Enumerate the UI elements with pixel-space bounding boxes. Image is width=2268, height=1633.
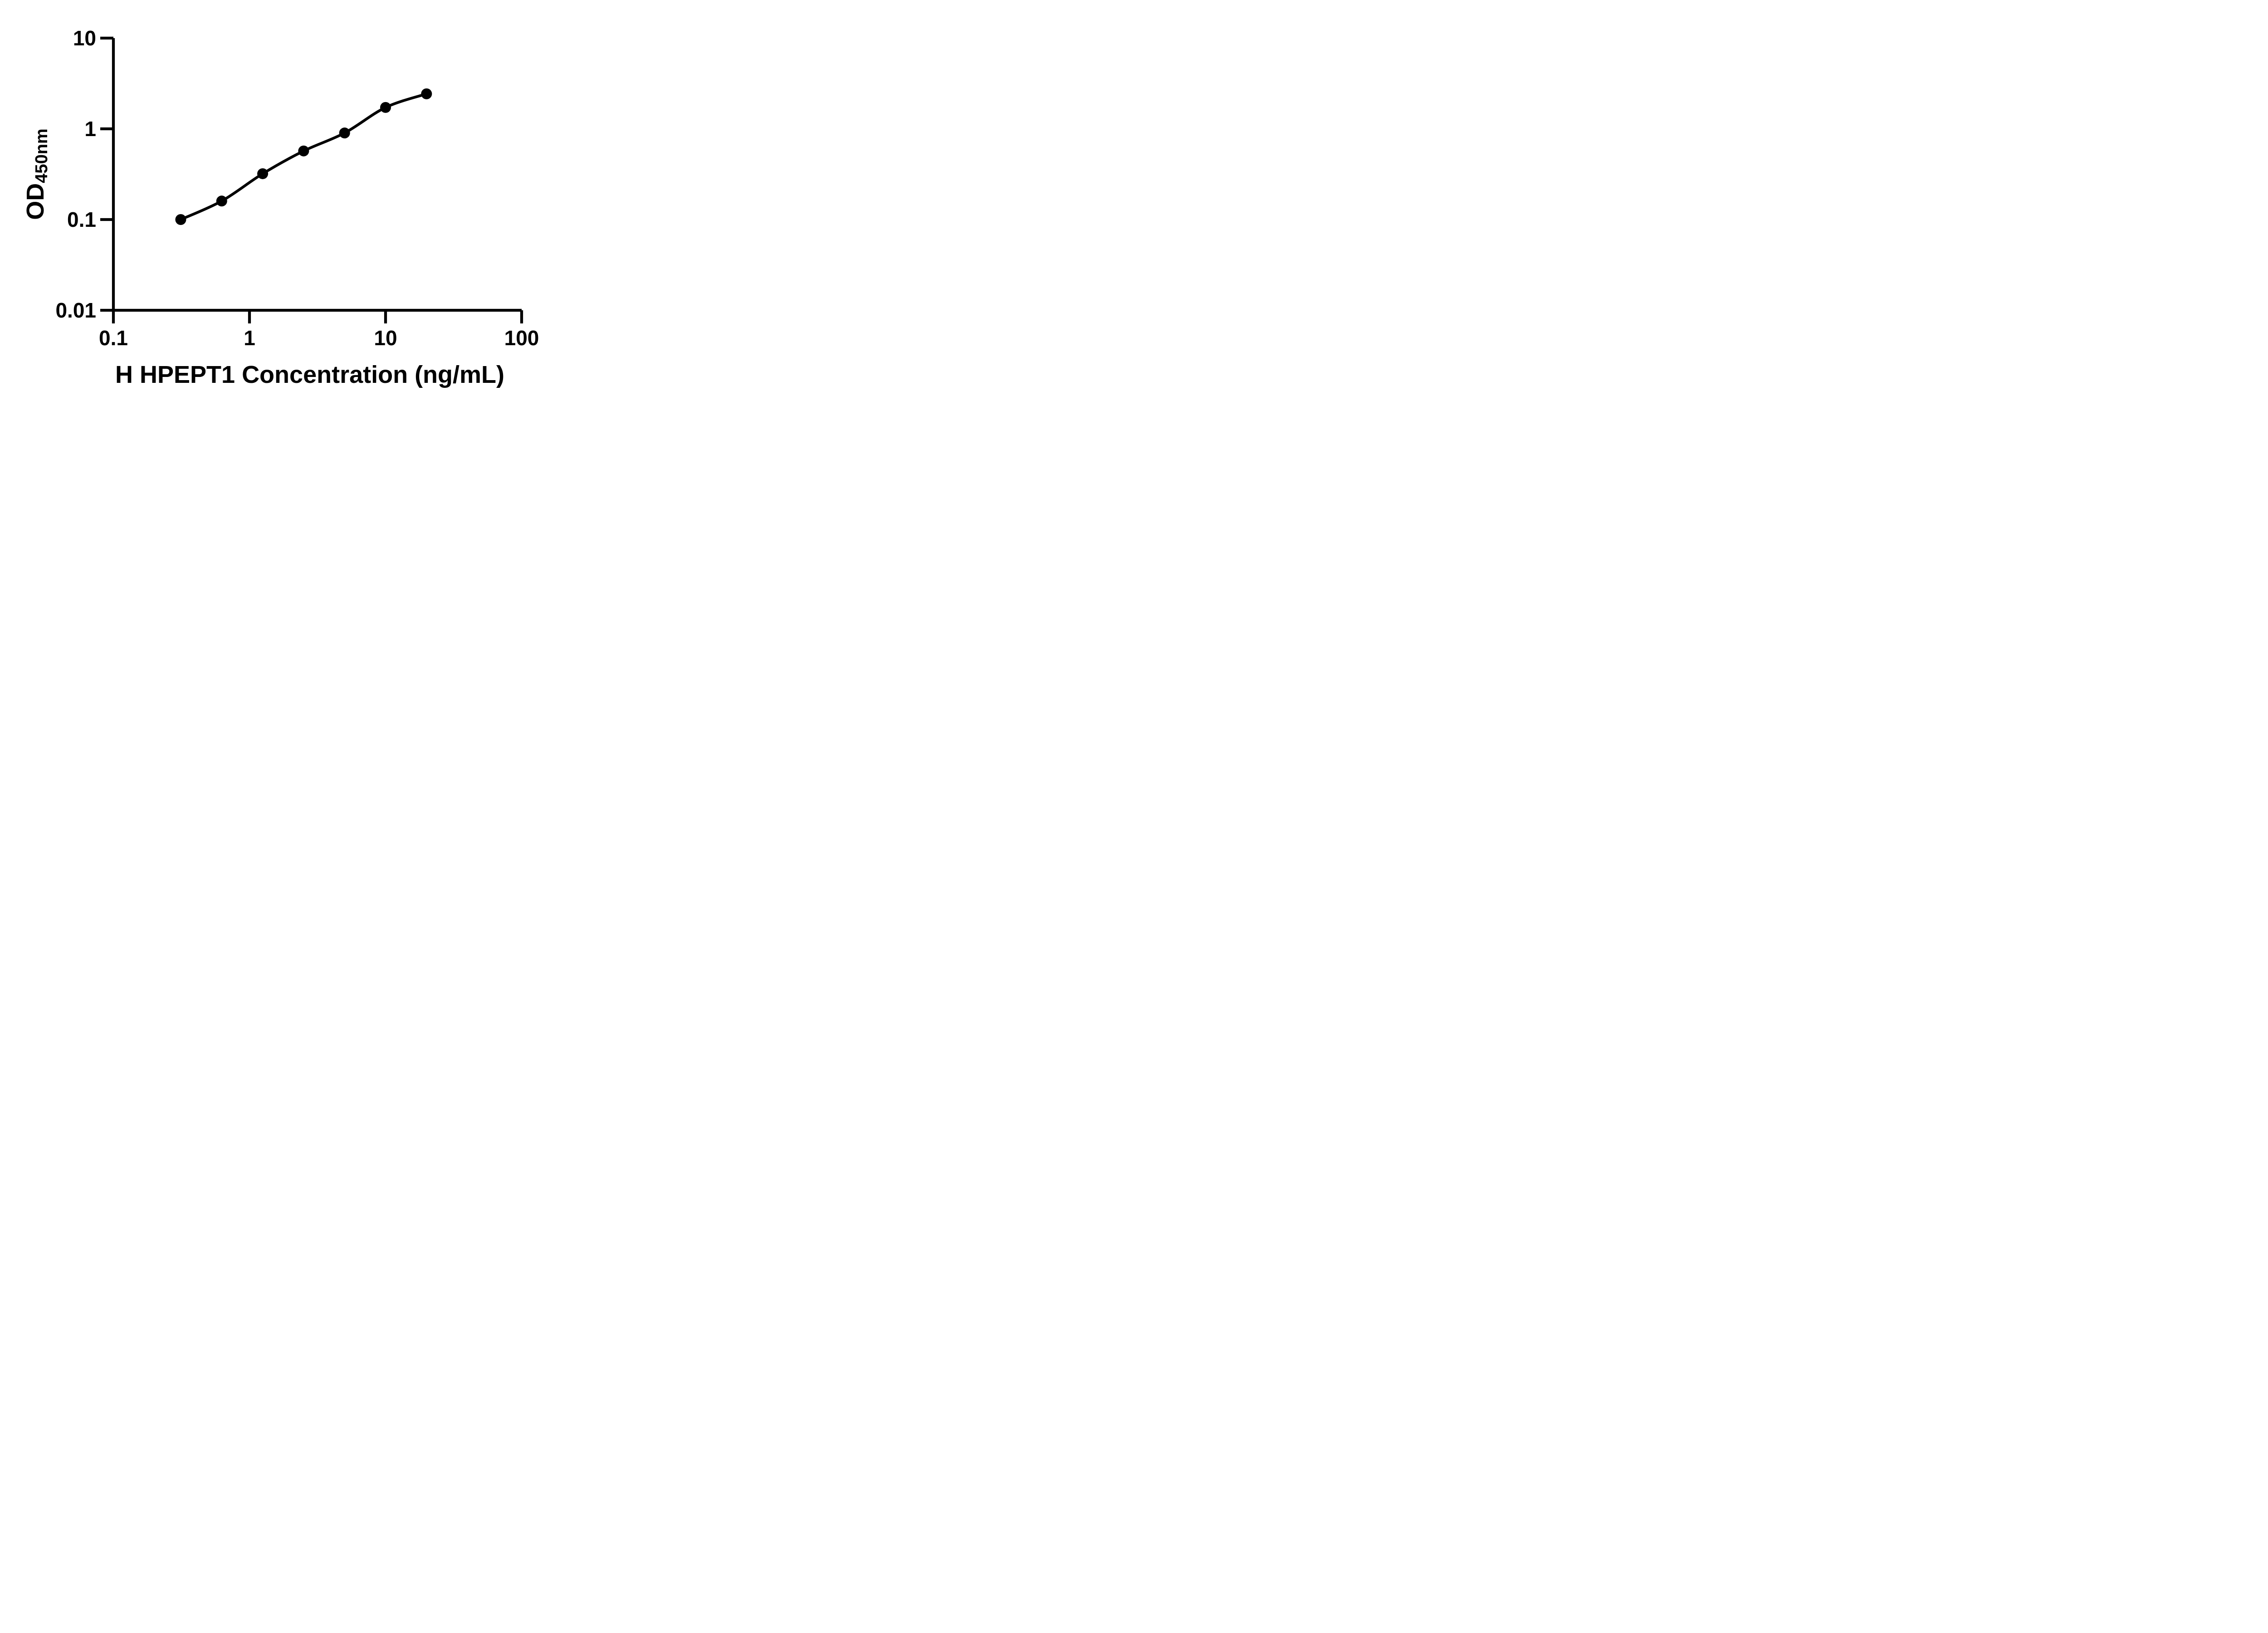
x-tick-label: 0.1 (99, 326, 128, 350)
x-tick-label: 100 (504, 326, 539, 350)
data-point-marker (339, 127, 350, 139)
elisa-standard-curve-figure: 0.01 0.1 1 10 0.1 1 10 100 OD450nm H HPEPT1 Con… (0, 0, 583, 408)
y-tick-label: 10 (73, 26, 96, 50)
y-tick-label: 0.1 (67, 208, 96, 231)
y-axis-title-main: OD (22, 183, 49, 220)
data-point-marker (421, 88, 432, 99)
data-point-marker (216, 196, 227, 207)
y-axis-title: OD450nm (22, 128, 52, 220)
x-axis-title: H HPEPT1 Concentration (ng/mL) (115, 361, 505, 388)
data-point-marker (175, 214, 186, 225)
data-point-marker (380, 102, 391, 113)
axes-lines (112, 38, 522, 312)
x-tick-label: 1 (244, 326, 255, 350)
data-point-marker (257, 168, 269, 179)
x-tick-label: 10 (374, 326, 397, 350)
data-point-marker (298, 145, 309, 156)
y-tick-label: 0.01 (55, 298, 96, 322)
y-axis-title-subscript: 450nm (32, 128, 52, 183)
y-tick-label: 1 (84, 117, 96, 141)
